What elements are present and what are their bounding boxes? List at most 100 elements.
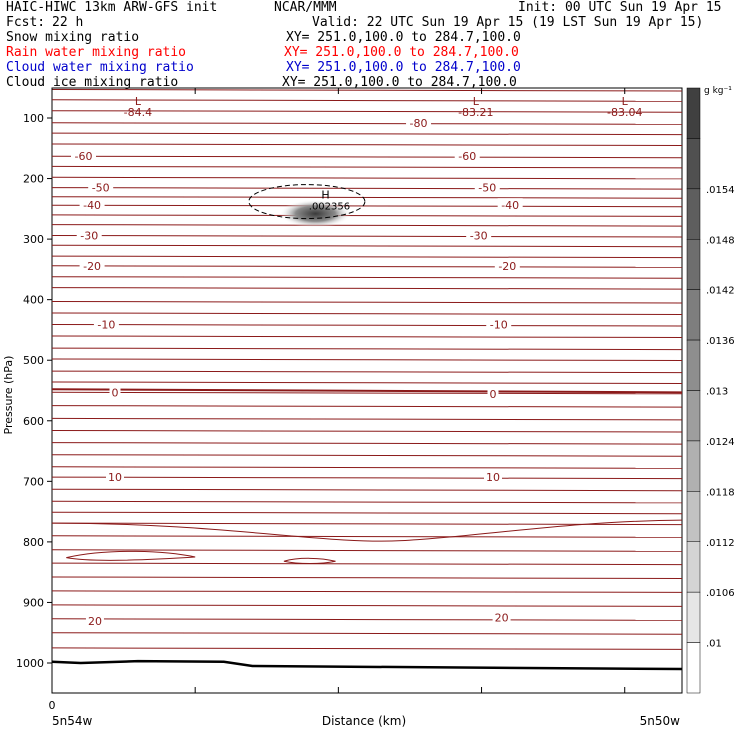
isotherm-label: -10 [490, 318, 508, 331]
ice-shading [279, 199, 352, 228]
isotherm-line [51, 347, 683, 351]
x-right-location: 5n50w [640, 714, 681, 728]
isotherm-line [51, 165, 683, 169]
y-tick-label: 900 [23, 596, 44, 609]
low-marker: L [473, 95, 480, 108]
valid-time: Valid: 22 UTC Sun 19 Apr 15 (19 LST Sun … [312, 15, 704, 30]
isotherm-line [51, 405, 683, 408]
freezing-level-line [51, 388, 683, 394]
isotherm-curve [51, 519, 683, 542]
isotherm-label: -60 [458, 150, 476, 163]
isotherm-line [51, 590, 683, 593]
isotherm-line [51, 370, 683, 374]
init-time: Init: 00 UTC Sun 19 Apr 15 [518, 0, 722, 15]
isotherm-line [51, 312, 683, 315]
isotherm-label: 0 [490, 388, 497, 401]
isotherm-label-bg [79, 198, 105, 212]
y-tick-label: 100 [23, 112, 44, 125]
x-left-location: 5n54w [52, 714, 93, 728]
isotherm-line [51, 204, 683, 208]
high-value: .002356 [309, 202, 350, 213]
isotherm-line [51, 255, 683, 259]
isotherm-line [51, 549, 683, 552]
variable-cloud-water-xy: XY= 251.0,100.0 to 284.7,100.0 [286, 60, 521, 75]
colorbar-label: .0154 [706, 185, 735, 196]
model-title: HAIC-HIWC 13km ARW-GFS init [6, 0, 218, 15]
org-label: NCAR/MMM [274, 0, 337, 15]
isotherm-label-bg [454, 149, 480, 163]
isotherm-line [51, 647, 683, 650]
variable-rain: Rain water mixing ratio [6, 45, 187, 60]
isotherm-line [51, 143, 683, 146]
isotherm-line [51, 466, 683, 469]
colorbar-label: .0124 [706, 437, 735, 448]
isotherm-label: -50 [478, 182, 496, 195]
isotherm-label-bg [76, 228, 102, 242]
isotherm-label: -20 [498, 260, 516, 273]
isotherm-label: -30 [80, 229, 98, 242]
y-tick-label: 400 [23, 294, 44, 307]
y-tick-label: 700 [23, 475, 44, 488]
isotherm-line [51, 132, 683, 136]
isotherm-line [51, 324, 683, 327]
colorbar-swatch [686, 239, 701, 290]
isotherm-line [51, 391, 683, 395]
isotherm-label: -30 [470, 229, 488, 242]
isotherm-label-bg [109, 385, 121, 399]
plot-area: -80 -60 -60 -50 -50 -40 -40 -30 -30 -20 -20 -10 -10 0… [16, 87, 683, 694]
isotherm-line [51, 604, 683, 607]
colorbar-swatch [686, 642, 701, 694]
colorbar-label: .01 [706, 639, 722, 650]
isotherm-label: 10 [486, 471, 500, 484]
low-value: -84.4 [124, 106, 152, 119]
y-tick-label: 200 [23, 173, 44, 186]
closed-contour [283, 557, 336, 565]
isotherm-line [51, 511, 683, 515]
isotherm-label-bg [466, 228, 492, 242]
isotherm-label-bg [474, 180, 500, 194]
isotherm-line [51, 187, 683, 190]
colorbar-swatch [686, 87, 701, 139]
isotherm-line [51, 576, 683, 579]
x-axis-label: Distance (km) [322, 714, 406, 728]
isotherm-label-bg [93, 317, 119, 331]
closed-contour [66, 550, 196, 561]
y-tick-label: 800 [23, 536, 44, 549]
isotherm-line [51, 522, 683, 526]
y-tick-label: 500 [23, 354, 44, 367]
isotherm-line [51, 454, 683, 457]
isotherm-label: -40 [83, 199, 101, 212]
colorbar-label: .0142 [706, 286, 735, 297]
isotherm-line [51, 99, 683, 102]
terrain-line [51, 659, 683, 671]
isotherm-line [51, 618, 683, 621]
isotherm-line [51, 214, 683, 217]
isotherm-label: -50 [92, 182, 110, 195]
isotherm-label: 0 [112, 386, 119, 399]
isotherm-line [51, 358, 683, 361]
colorbar-swatch [686, 591, 701, 643]
isotherm-line [51, 488, 683, 492]
y-tick-label: 600 [23, 415, 44, 428]
isotherm-label: -10 [97, 318, 115, 331]
isotherm-label: 20 [88, 615, 102, 628]
colorbar-unit: g kg⁻¹ [704, 86, 732, 96]
dashed-contour [248, 184, 366, 220]
colorbar-swatch [686, 541, 701, 593]
colorbar-label: .0118 [706, 487, 735, 498]
isotherm-line [51, 535, 683, 538]
isotherm-line [51, 244, 683, 248]
variable-snow: Snow mixing ratio [6, 30, 140, 45]
colorbar-swatch [686, 289, 701, 341]
isotherm-line [51, 224, 683, 227]
isotherm-label-bg [487, 387, 499, 401]
isotherm-label-bg [106, 470, 124, 484]
colorbar-swatch [686, 188, 701, 240]
isotherm-label: -40 [501, 199, 519, 212]
isotherm-line [51, 235, 683, 238]
colorbar-swatch [686, 440, 701, 492]
isotherm-line [51, 632, 683, 635]
isotherm-line [51, 301, 683, 304]
isotherm-line [51, 265, 683, 268]
variable-cloud-ice-xy: XY= 251.0,100.0 to 284.7,100.0 [282, 75, 517, 90]
